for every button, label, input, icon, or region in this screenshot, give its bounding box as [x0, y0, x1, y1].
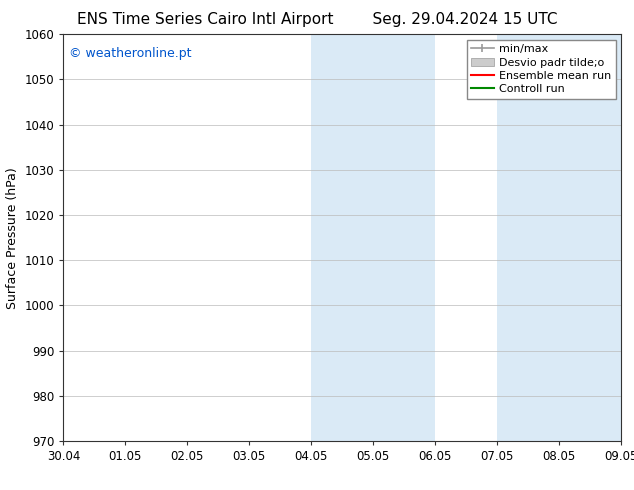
Y-axis label: Surface Pressure (hPa): Surface Pressure (hPa): [6, 167, 19, 309]
Bar: [311, 34, 436, 441]
Bar: [497, 34, 621, 441]
Legend: min/max, Desvio padr tilde;o, Ensemble mean run, Controll run: min/max, Desvio padr tilde;o, Ensemble m…: [467, 40, 616, 99]
Text: ENS Time Series Cairo Intl Airport        Seg. 29.04.2024 15 UTC: ENS Time Series Cairo Intl Airport Seg. …: [77, 12, 557, 27]
Text: © weatheronline.pt: © weatheronline.pt: [69, 47, 191, 59]
